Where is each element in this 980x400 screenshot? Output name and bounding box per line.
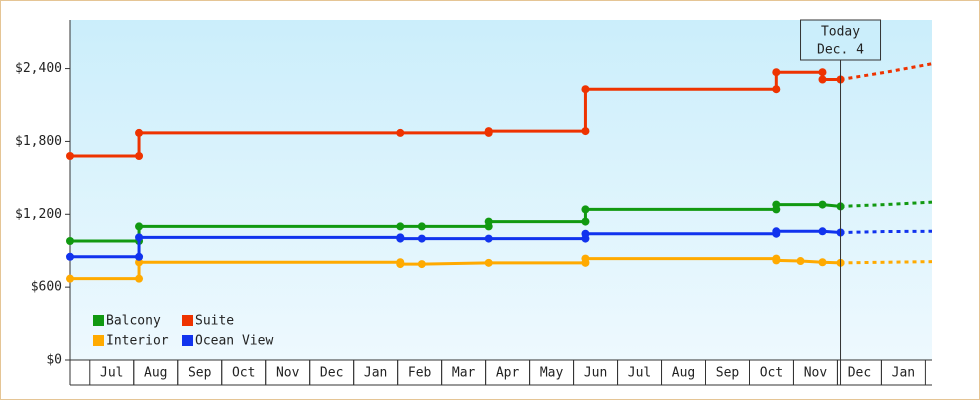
data-point <box>396 128 405 137</box>
data-point <box>581 127 590 136</box>
legend-label: Interior <box>106 334 169 349</box>
x-tick-label: May <box>540 366 564 381</box>
x-tick-label: Jan <box>892 366 915 381</box>
data-point <box>484 127 493 136</box>
y-tick-label: $1,800 <box>15 134 62 149</box>
data-point <box>772 256 781 265</box>
legend-swatch <box>93 335 104 346</box>
data-point <box>796 257 805 266</box>
data-point <box>135 258 144 267</box>
legend-label: Balcony <box>106 314 161 329</box>
data-point <box>396 260 405 269</box>
data-point <box>417 234 426 243</box>
x-tick-label: Aug <box>672 366 695 381</box>
today-box <box>800 19 882 61</box>
x-tick-label: Nov <box>804 366 828 381</box>
x-tick-label: Jul <box>100 366 123 381</box>
legend-label: Ocean View <box>195 334 273 349</box>
data-point <box>581 229 590 238</box>
x-tick-label: Nov <box>276 366 300 381</box>
x-tick-label: Jun <box>584 366 607 381</box>
data-point <box>396 222 405 231</box>
data-point <box>772 200 781 209</box>
data-point <box>772 227 781 236</box>
x-tick-label: Sep <box>716 366 740 381</box>
data-point <box>417 260 426 269</box>
y-tick-label: $1,200 <box>15 207 62 222</box>
data-point <box>135 274 144 283</box>
today-date: Dec. 4 <box>817 43 864 58</box>
x-tick-label: Jul <box>628 366 651 381</box>
data-point <box>66 152 74 160</box>
data-point <box>818 75 827 84</box>
data-point <box>818 200 827 209</box>
x-tick-label: Oct <box>232 366 255 381</box>
data-point <box>417 222 426 231</box>
x-tick-label: Mar <box>452 366 476 381</box>
legend-swatch <box>182 335 193 346</box>
data-point <box>135 222 144 231</box>
y-tick-label: $2,400 <box>15 61 62 76</box>
data-point <box>66 274 74 283</box>
data-point <box>818 227 827 236</box>
today-label: Today <box>821 25 860 40</box>
data-point <box>135 152 144 160</box>
x-tick-label: Feb <box>408 366 432 381</box>
plot-area <box>70 20 932 360</box>
y-tick-label: $600 <box>31 280 62 295</box>
x-tick-label: Jan <box>364 366 387 381</box>
data-point <box>66 252 74 261</box>
data-point <box>484 217 493 226</box>
data-point <box>396 234 405 243</box>
data-point <box>135 252 144 261</box>
legend-label: Suite <box>195 314 234 329</box>
data-point <box>135 233 144 242</box>
x-tick-label: Dec <box>320 366 343 381</box>
legend-swatch <box>182 315 193 326</box>
y-tick-label: $0 <box>46 353 62 368</box>
data-point <box>818 68 827 77</box>
series-line <box>70 257 841 281</box>
data-point <box>772 68 781 77</box>
data-point <box>484 234 493 243</box>
data-point <box>66 237 74 245</box>
x-tick-label: Aug <box>144 366 167 381</box>
x-tick-label: Apr <box>496 366 520 381</box>
data-point <box>818 258 827 267</box>
data-point <box>581 205 590 214</box>
data-point <box>772 85 781 94</box>
data-point <box>581 85 590 94</box>
data-point <box>484 258 493 267</box>
x-tick-label: Oct <box>760 366 783 381</box>
x-tick-label: Sep <box>188 366 212 381</box>
x-tick-label: Dec <box>848 366 871 381</box>
data-point <box>581 254 590 263</box>
data-point <box>135 128 144 137</box>
data-point <box>581 217 590 226</box>
legend-swatch <box>93 315 104 326</box>
